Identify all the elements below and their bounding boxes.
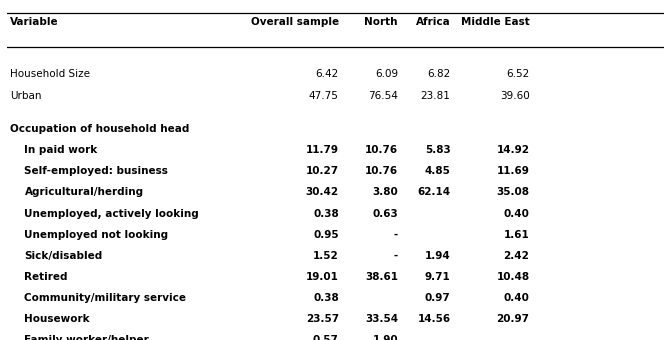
Text: 0.38: 0.38	[313, 293, 339, 303]
Text: 10.48: 10.48	[497, 272, 529, 282]
Text: 10.27: 10.27	[306, 166, 339, 176]
Text: 6.09: 6.09	[375, 69, 398, 80]
Text: Variable: Variable	[10, 17, 58, 27]
Text: 23.81: 23.81	[421, 90, 450, 101]
Text: -: -	[394, 230, 398, 240]
Text: 0.57: 0.57	[313, 335, 339, 340]
Text: 62.14: 62.14	[417, 187, 450, 198]
Text: 6.42: 6.42	[315, 69, 339, 80]
Text: 23.57: 23.57	[306, 314, 339, 324]
Text: Africa: Africa	[416, 17, 450, 27]
Text: 14.56: 14.56	[417, 314, 450, 324]
Text: North: North	[364, 17, 398, 27]
Text: Middle East: Middle East	[461, 17, 529, 27]
Text: Community/military service: Community/military service	[24, 293, 187, 303]
Text: 9.71: 9.71	[425, 272, 450, 282]
Text: 39.60: 39.60	[500, 90, 529, 101]
Text: 1.61: 1.61	[504, 230, 529, 240]
Text: Household Size: Household Size	[10, 69, 90, 80]
Text: 11.69: 11.69	[497, 166, 529, 176]
Text: 0.63: 0.63	[372, 208, 398, 219]
Text: Agricultural/herding: Agricultural/herding	[24, 187, 144, 198]
Text: Unemployed, actively looking: Unemployed, actively looking	[24, 208, 199, 219]
Text: 76.54: 76.54	[368, 90, 398, 101]
Text: 0.95: 0.95	[313, 230, 339, 240]
Text: 33.54: 33.54	[365, 314, 398, 324]
Text: 1.90: 1.90	[372, 335, 398, 340]
Text: 6.52: 6.52	[506, 69, 529, 80]
Text: 30.42: 30.42	[306, 187, 339, 198]
Text: Unemployed not looking: Unemployed not looking	[24, 230, 168, 240]
Text: 38.61: 38.61	[365, 272, 398, 282]
Text: 4.85: 4.85	[425, 166, 450, 176]
Text: 20.97: 20.97	[497, 314, 529, 324]
Text: 6.82: 6.82	[427, 69, 450, 80]
Text: -: -	[394, 251, 398, 261]
Text: 2.42: 2.42	[504, 251, 529, 261]
Text: In paid work: In paid work	[24, 145, 98, 155]
Text: 1.52: 1.52	[313, 251, 339, 261]
Text: 19.01: 19.01	[306, 272, 339, 282]
Text: 14.92: 14.92	[497, 145, 529, 155]
Text: Housework: Housework	[24, 314, 90, 324]
Text: 11.79: 11.79	[306, 145, 339, 155]
Text: 0.40: 0.40	[504, 293, 529, 303]
Text: 47.75: 47.75	[309, 90, 339, 101]
Text: 1.94: 1.94	[425, 251, 450, 261]
Text: Retired: Retired	[24, 272, 68, 282]
Text: 0.97: 0.97	[425, 293, 450, 303]
Text: 0.40: 0.40	[504, 208, 529, 219]
Text: Family worker/helper: Family worker/helper	[24, 335, 149, 340]
Text: 0.38: 0.38	[313, 208, 339, 219]
Text: 35.08: 35.08	[497, 187, 529, 198]
Text: 3.80: 3.80	[372, 187, 398, 198]
Text: Occupation of household head: Occupation of household head	[10, 124, 189, 134]
Text: 10.76: 10.76	[365, 145, 398, 155]
Text: Urban: Urban	[10, 90, 42, 101]
Text: Overall sample: Overall sample	[251, 17, 339, 27]
Text: 5.83: 5.83	[425, 145, 450, 155]
Text: Self-employed: business: Self-employed: business	[24, 166, 168, 176]
Text: Sick/disabled: Sick/disabled	[24, 251, 103, 261]
Text: 10.76: 10.76	[365, 166, 398, 176]
